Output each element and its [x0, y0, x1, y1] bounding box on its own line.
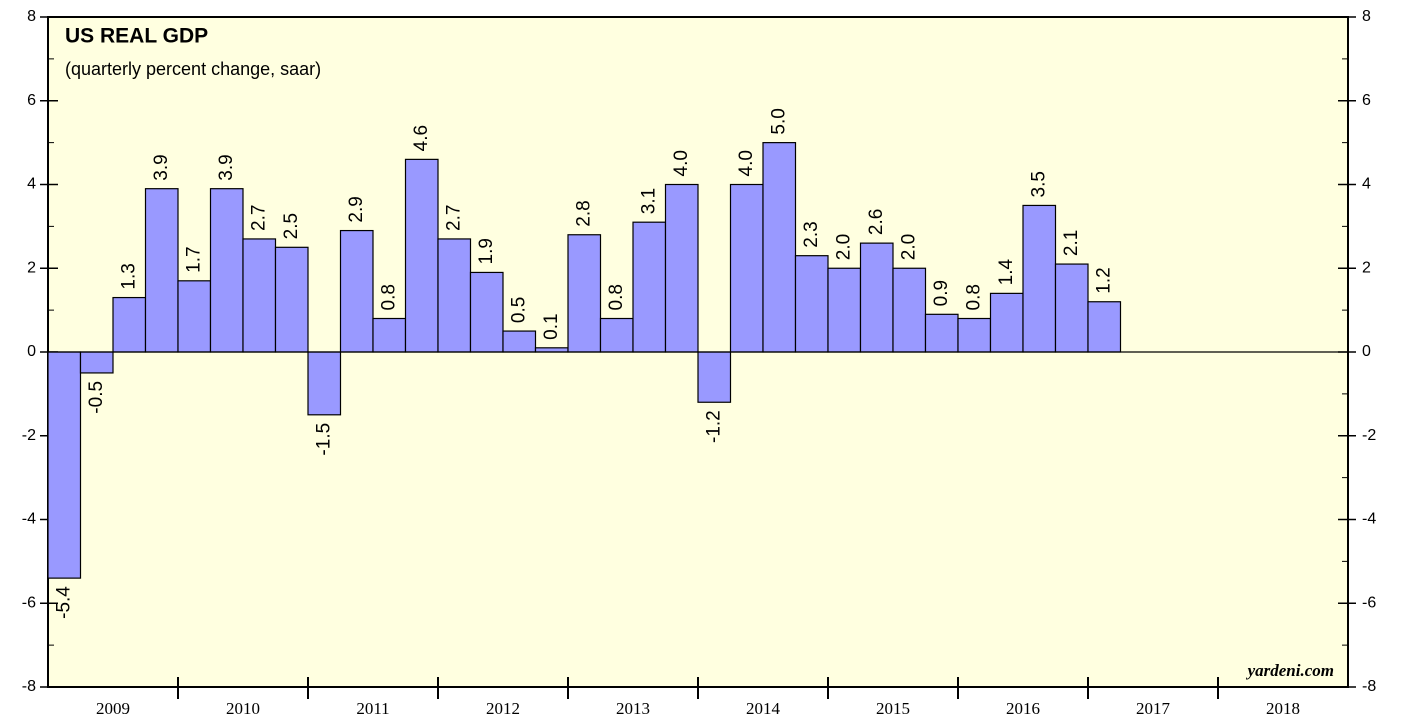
bar: [957, 317, 992, 353]
y-tick-label: 6: [27, 92, 36, 109]
y2-tick-label: 4: [1362, 176, 1371, 193]
x-tick-label: 2014: [746, 699, 781, 718]
bar: [859, 242, 894, 353]
value-label: 2.7: [248, 205, 269, 231]
value-label: 2.0: [898, 234, 919, 260]
x-tick-label: 2012: [486, 699, 520, 718]
x-tick-label: 2009: [96, 699, 130, 718]
y2-tick-label: 2: [1362, 259, 1371, 276]
value-label: 1.4: [996, 259, 1017, 286]
y2-tick-label: -6: [1362, 594, 1376, 611]
value-label: 5.0: [768, 108, 789, 134]
value-label: 1.3: [118, 263, 139, 289]
bar: [697, 351, 732, 403]
bar: [729, 183, 764, 353]
value-label: 1.7: [183, 246, 204, 272]
y2-tick-label: 8: [1362, 8, 1371, 25]
y2-tick-label: 0: [1362, 343, 1371, 360]
value-label: -1.5: [313, 423, 334, 456]
value-label: 2.1: [1061, 230, 1082, 256]
bar: [989, 292, 1024, 353]
bar: [307, 351, 342, 416]
value-label: 3.1: [638, 188, 659, 214]
value-label: 0.8: [378, 284, 399, 310]
x-tick-label: 2015: [876, 699, 910, 718]
value-label: 4.0: [671, 150, 692, 176]
bar: [1022, 204, 1057, 353]
bar: [372, 317, 407, 353]
bar: [924, 313, 959, 353]
value-label: 2.0: [833, 234, 854, 260]
bar: [762, 142, 797, 353]
value-label: 3.9: [151, 154, 172, 180]
value-label: -5.4: [53, 586, 74, 619]
chart-title: US REAL GDP: [65, 25, 208, 48]
bar: [209, 188, 244, 353]
y-tick-label: -2: [22, 427, 36, 444]
x-tick-label: 2013: [616, 699, 650, 718]
x-tick-label: 2010: [226, 699, 260, 718]
x-tick-label: 2016: [1006, 699, 1040, 718]
value-label: 0.8: [963, 284, 984, 310]
y2-tick-label: -8: [1362, 678, 1376, 695]
chart-subtitle: (quarterly percent change, saar): [65, 59, 321, 79]
y2-tick-label: -2: [1362, 427, 1376, 444]
y2-tick-label: 6: [1362, 92, 1371, 109]
bar: [79, 351, 114, 374]
bar: [892, 267, 927, 353]
bar: [437, 238, 472, 353]
x-tick-label: 2018: [1266, 699, 1300, 718]
value-label: 2.3: [801, 221, 822, 247]
bar: [469, 271, 504, 353]
value-label: 0.5: [508, 297, 529, 323]
source: yardeni.com: [1246, 661, 1334, 680]
bar: [47, 351, 82, 579]
y-tick-label: 4: [27, 176, 36, 193]
value-label: 4.0: [736, 150, 757, 176]
value-label: 2.6: [866, 209, 887, 235]
bar: [567, 234, 602, 353]
bar: [1087, 301, 1122, 353]
value-label: 3.5: [1028, 171, 1049, 197]
y-tick-label: 0: [27, 343, 36, 360]
bar: [274, 246, 309, 353]
bar: [242, 238, 277, 353]
bar: [177, 280, 212, 353]
value-label: 4.6: [411, 125, 432, 151]
y-tick-label: -8: [22, 678, 36, 695]
bar: [339, 229, 374, 353]
bar: [502, 330, 537, 353]
bar: [112, 296, 147, 353]
value-label: 2.9: [346, 196, 367, 222]
value-label: 2.8: [573, 200, 594, 226]
value-label: 3.9: [216, 154, 237, 180]
value-label: 2.7: [443, 205, 464, 231]
value-label: 1.9: [476, 238, 497, 264]
y-tick-label: -6: [22, 594, 36, 611]
bar: [534, 347, 569, 353]
value-label: 2.5: [281, 213, 302, 239]
value-label: 0.9: [931, 280, 952, 306]
bar: [144, 188, 179, 353]
value-label: 0.8: [606, 284, 627, 310]
value-label: -1.2: [703, 410, 724, 443]
bar: [599, 317, 634, 353]
x-tick-label: 2017: [1136, 699, 1171, 718]
bar: [664, 183, 699, 353]
x-tick-label: 2011: [356, 699, 389, 718]
y-tick-label: 2: [27, 259, 36, 276]
bar: [632, 221, 667, 353]
bar: [794, 255, 829, 353]
y-tick-label: -4: [22, 511, 36, 528]
value-label: 1.2: [1093, 267, 1114, 293]
value-label: 0.1: [541, 313, 562, 339]
bar: [827, 267, 862, 353]
bar: [404, 158, 439, 353]
bar: [1054, 263, 1089, 353]
y2-tick-label: -4: [1362, 511, 1376, 528]
value-label: -0.5: [86, 381, 107, 414]
y-tick-label: 8: [27, 8, 36, 25]
